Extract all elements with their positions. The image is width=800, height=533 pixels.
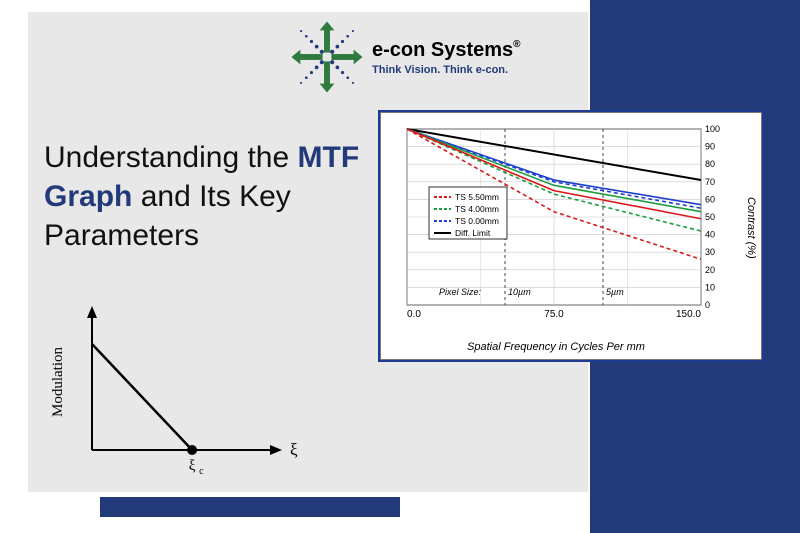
svg-text:90: 90 — [705, 142, 715, 152]
svg-text:10: 10 — [705, 282, 715, 292]
svg-text:ξ: ξ — [290, 440, 298, 459]
svg-text:Pixel Size:: Pixel Size: — [439, 287, 482, 297]
mtf-line-chart: 0 10 20 30 40 50 60 70 80 90 100 0.0 75.0 150.0 10µm 5µ… — [380, 112, 762, 360]
svg-text:30: 30 — [705, 247, 715, 257]
svg-text:Diff. Limit: Diff. Limit — [455, 228, 491, 238]
svg-text:Modulation: Modulation — [50, 347, 66, 417]
brand-logo: e-con Systems® Think Vision. Think e-con… — [290, 20, 521, 94]
page-title: Understanding the MTF Graph and Its Key … — [44, 138, 364, 255]
svg-text:60: 60 — [705, 194, 715, 204]
svg-text:5µm: 5µm — [606, 287, 624, 297]
brand-title: e-con Systems® — [372, 39, 521, 62]
svg-text:TS 4.00mm: TS 4.00mm — [455, 204, 499, 214]
svg-text:0: 0 — [705, 300, 710, 310]
mtf-ylabel: Contrast (%) — [737, 123, 757, 333]
svg-text:100: 100 — [705, 124, 720, 134]
svg-text:40: 40 — [705, 230, 715, 240]
bg-stripe-bottom — [100, 497, 400, 517]
logo-icon — [290, 20, 364, 94]
simple-mtf-schematic: Modulationξ(lp/mm)ξc — [44, 300, 304, 495]
svg-text:ξ: ξ — [189, 458, 196, 474]
svg-text:10µm: 10µm — [508, 287, 531, 297]
svg-text:70: 70 — [705, 177, 715, 187]
svg-text:TS 5.50mm: TS 5.50mm — [455, 192, 499, 202]
brand-tagline: Think Vision. Think e-con. — [372, 64, 521, 76]
svg-text:75.0: 75.0 — [544, 309, 564, 320]
svg-text:c: c — [199, 466, 204, 477]
svg-text:150.0: 150.0 — [676, 309, 701, 320]
mtf-xlabel: Spatial Frequency in Cycles Per mm — [389, 341, 723, 353]
svg-text:TS 0.00mm: TS 0.00mm — [455, 216, 499, 226]
svg-text:20: 20 — [705, 265, 715, 275]
svg-text:80: 80 — [705, 159, 715, 169]
svg-text:50: 50 — [705, 212, 715, 222]
svg-text:0.0: 0.0 — [407, 309, 421, 320]
